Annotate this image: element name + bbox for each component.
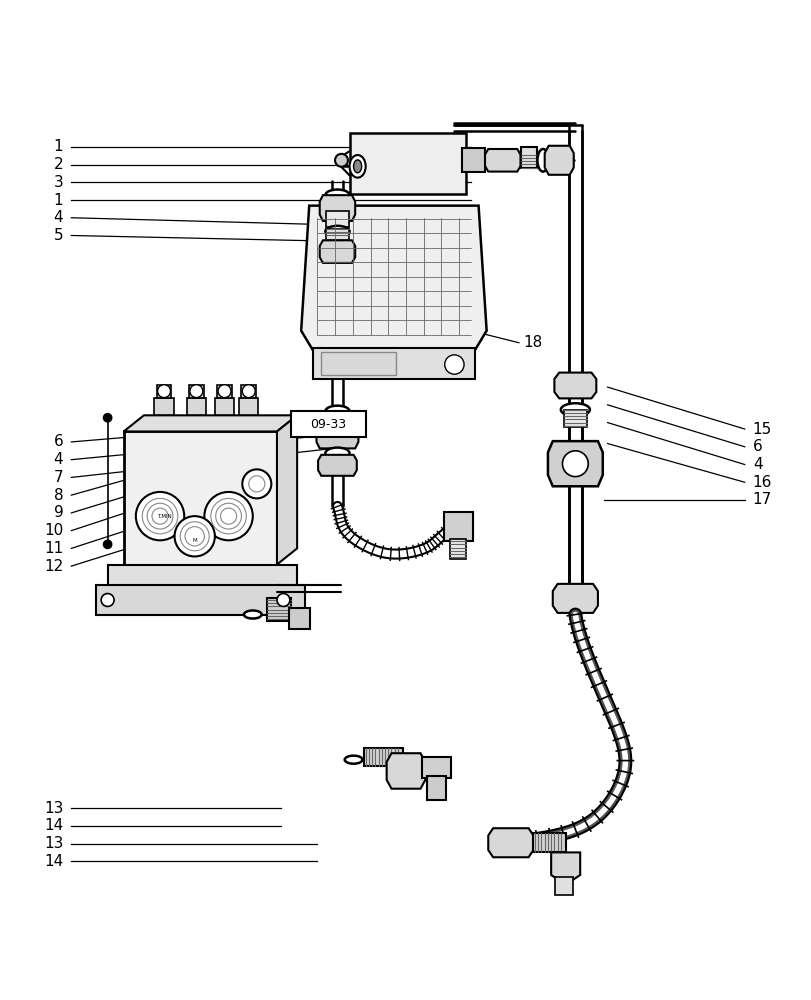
- Polygon shape: [320, 195, 354, 221]
- Text: 18: 18: [522, 335, 542, 350]
- Bar: [291, 411, 365, 437]
- Text: 13: 13: [44, 836, 63, 851]
- Text: 9: 9: [54, 505, 63, 520]
- Polygon shape: [484, 149, 520, 172]
- Bar: [157, 385, 171, 398]
- Bar: [215, 398, 234, 415]
- Circle shape: [242, 469, 271, 498]
- Ellipse shape: [560, 403, 589, 416]
- Text: 6: 6: [752, 439, 762, 454]
- Circle shape: [242, 385, 255, 398]
- Polygon shape: [123, 415, 297, 431]
- Circle shape: [204, 492, 252, 540]
- Polygon shape: [386, 753, 425, 789]
- Polygon shape: [301, 206, 486, 351]
- Bar: [363, 748, 402, 766]
- Circle shape: [157, 385, 170, 398]
- Text: 12: 12: [44, 559, 63, 574]
- Polygon shape: [320, 240, 354, 263]
- Bar: [533, 833, 565, 852]
- Polygon shape: [554, 373, 595, 398]
- Text: 17: 17: [752, 492, 771, 508]
- Circle shape: [562, 451, 587, 477]
- Polygon shape: [316, 424, 358, 448]
- Bar: [217, 385, 231, 398]
- Bar: [154, 398, 174, 415]
- Bar: [555, 877, 573, 895]
- Bar: [313, 348, 474, 379]
- Ellipse shape: [325, 226, 349, 237]
- Bar: [108, 565, 297, 587]
- Ellipse shape: [325, 406, 349, 417]
- Text: 11: 11: [44, 541, 63, 556]
- Text: T.MIN: T.MIN: [157, 514, 171, 519]
- Bar: [422, 757, 451, 778]
- Text: M: M: [192, 538, 197, 543]
- Circle shape: [190, 385, 203, 398]
- Bar: [326, 229, 348, 244]
- Circle shape: [135, 492, 184, 540]
- Polygon shape: [487, 828, 533, 857]
- Bar: [267, 598, 291, 621]
- Bar: [520, 147, 536, 168]
- Bar: [321, 352, 395, 375]
- Text: 4: 4: [54, 452, 63, 467]
- Text: 2: 2: [54, 157, 63, 172]
- Bar: [462, 148, 484, 172]
- Polygon shape: [318, 455, 356, 476]
- Circle shape: [101, 594, 114, 606]
- Bar: [187, 398, 206, 415]
- Bar: [241, 385, 255, 398]
- Ellipse shape: [325, 190, 349, 201]
- Ellipse shape: [537, 149, 548, 172]
- Bar: [189, 385, 204, 398]
- Text: 1: 1: [54, 139, 63, 154]
- Polygon shape: [544, 146, 573, 175]
- Circle shape: [174, 516, 215, 556]
- Circle shape: [104, 540, 111, 548]
- Text: 09-33: 09-33: [310, 418, 346, 431]
- Bar: [123, 431, 277, 565]
- Polygon shape: [547, 441, 602, 486]
- Text: 13: 13: [44, 801, 63, 816]
- Polygon shape: [552, 584, 597, 613]
- Bar: [96, 585, 305, 615]
- Bar: [349, 133, 466, 194]
- Ellipse shape: [325, 448, 349, 459]
- Text: 4: 4: [54, 210, 63, 225]
- Text: 15: 15: [752, 422, 771, 437]
- Ellipse shape: [353, 160, 361, 173]
- Text: 8: 8: [54, 488, 63, 503]
- Text: 5: 5: [54, 228, 63, 243]
- Text: 1: 1: [54, 193, 63, 208]
- Text: 6: 6: [54, 434, 63, 449]
- Bar: [444, 512, 472, 541]
- Bar: [238, 398, 258, 415]
- Circle shape: [444, 355, 464, 374]
- Polygon shape: [551, 852, 580, 880]
- Circle shape: [218, 385, 230, 398]
- Bar: [289, 608, 310, 629]
- Circle shape: [104, 414, 111, 422]
- Text: 16: 16: [752, 475, 771, 490]
- Polygon shape: [277, 415, 297, 565]
- Circle shape: [335, 154, 347, 167]
- Bar: [326, 411, 348, 426]
- Bar: [450, 539, 466, 559]
- Text: 4: 4: [752, 457, 762, 472]
- Text: 14: 14: [44, 818, 63, 833]
- Ellipse shape: [243, 610, 261, 619]
- Text: 10: 10: [44, 523, 63, 538]
- Bar: [427, 776, 446, 800]
- Ellipse shape: [345, 756, 362, 764]
- Text: 14: 14: [44, 854, 63, 869]
- Text: 7: 7: [54, 470, 63, 485]
- Circle shape: [277, 594, 290, 606]
- Bar: [564, 410, 586, 427]
- Text: 3: 3: [54, 175, 63, 190]
- Ellipse shape: [349, 155, 365, 178]
- Bar: [326, 211, 348, 227]
